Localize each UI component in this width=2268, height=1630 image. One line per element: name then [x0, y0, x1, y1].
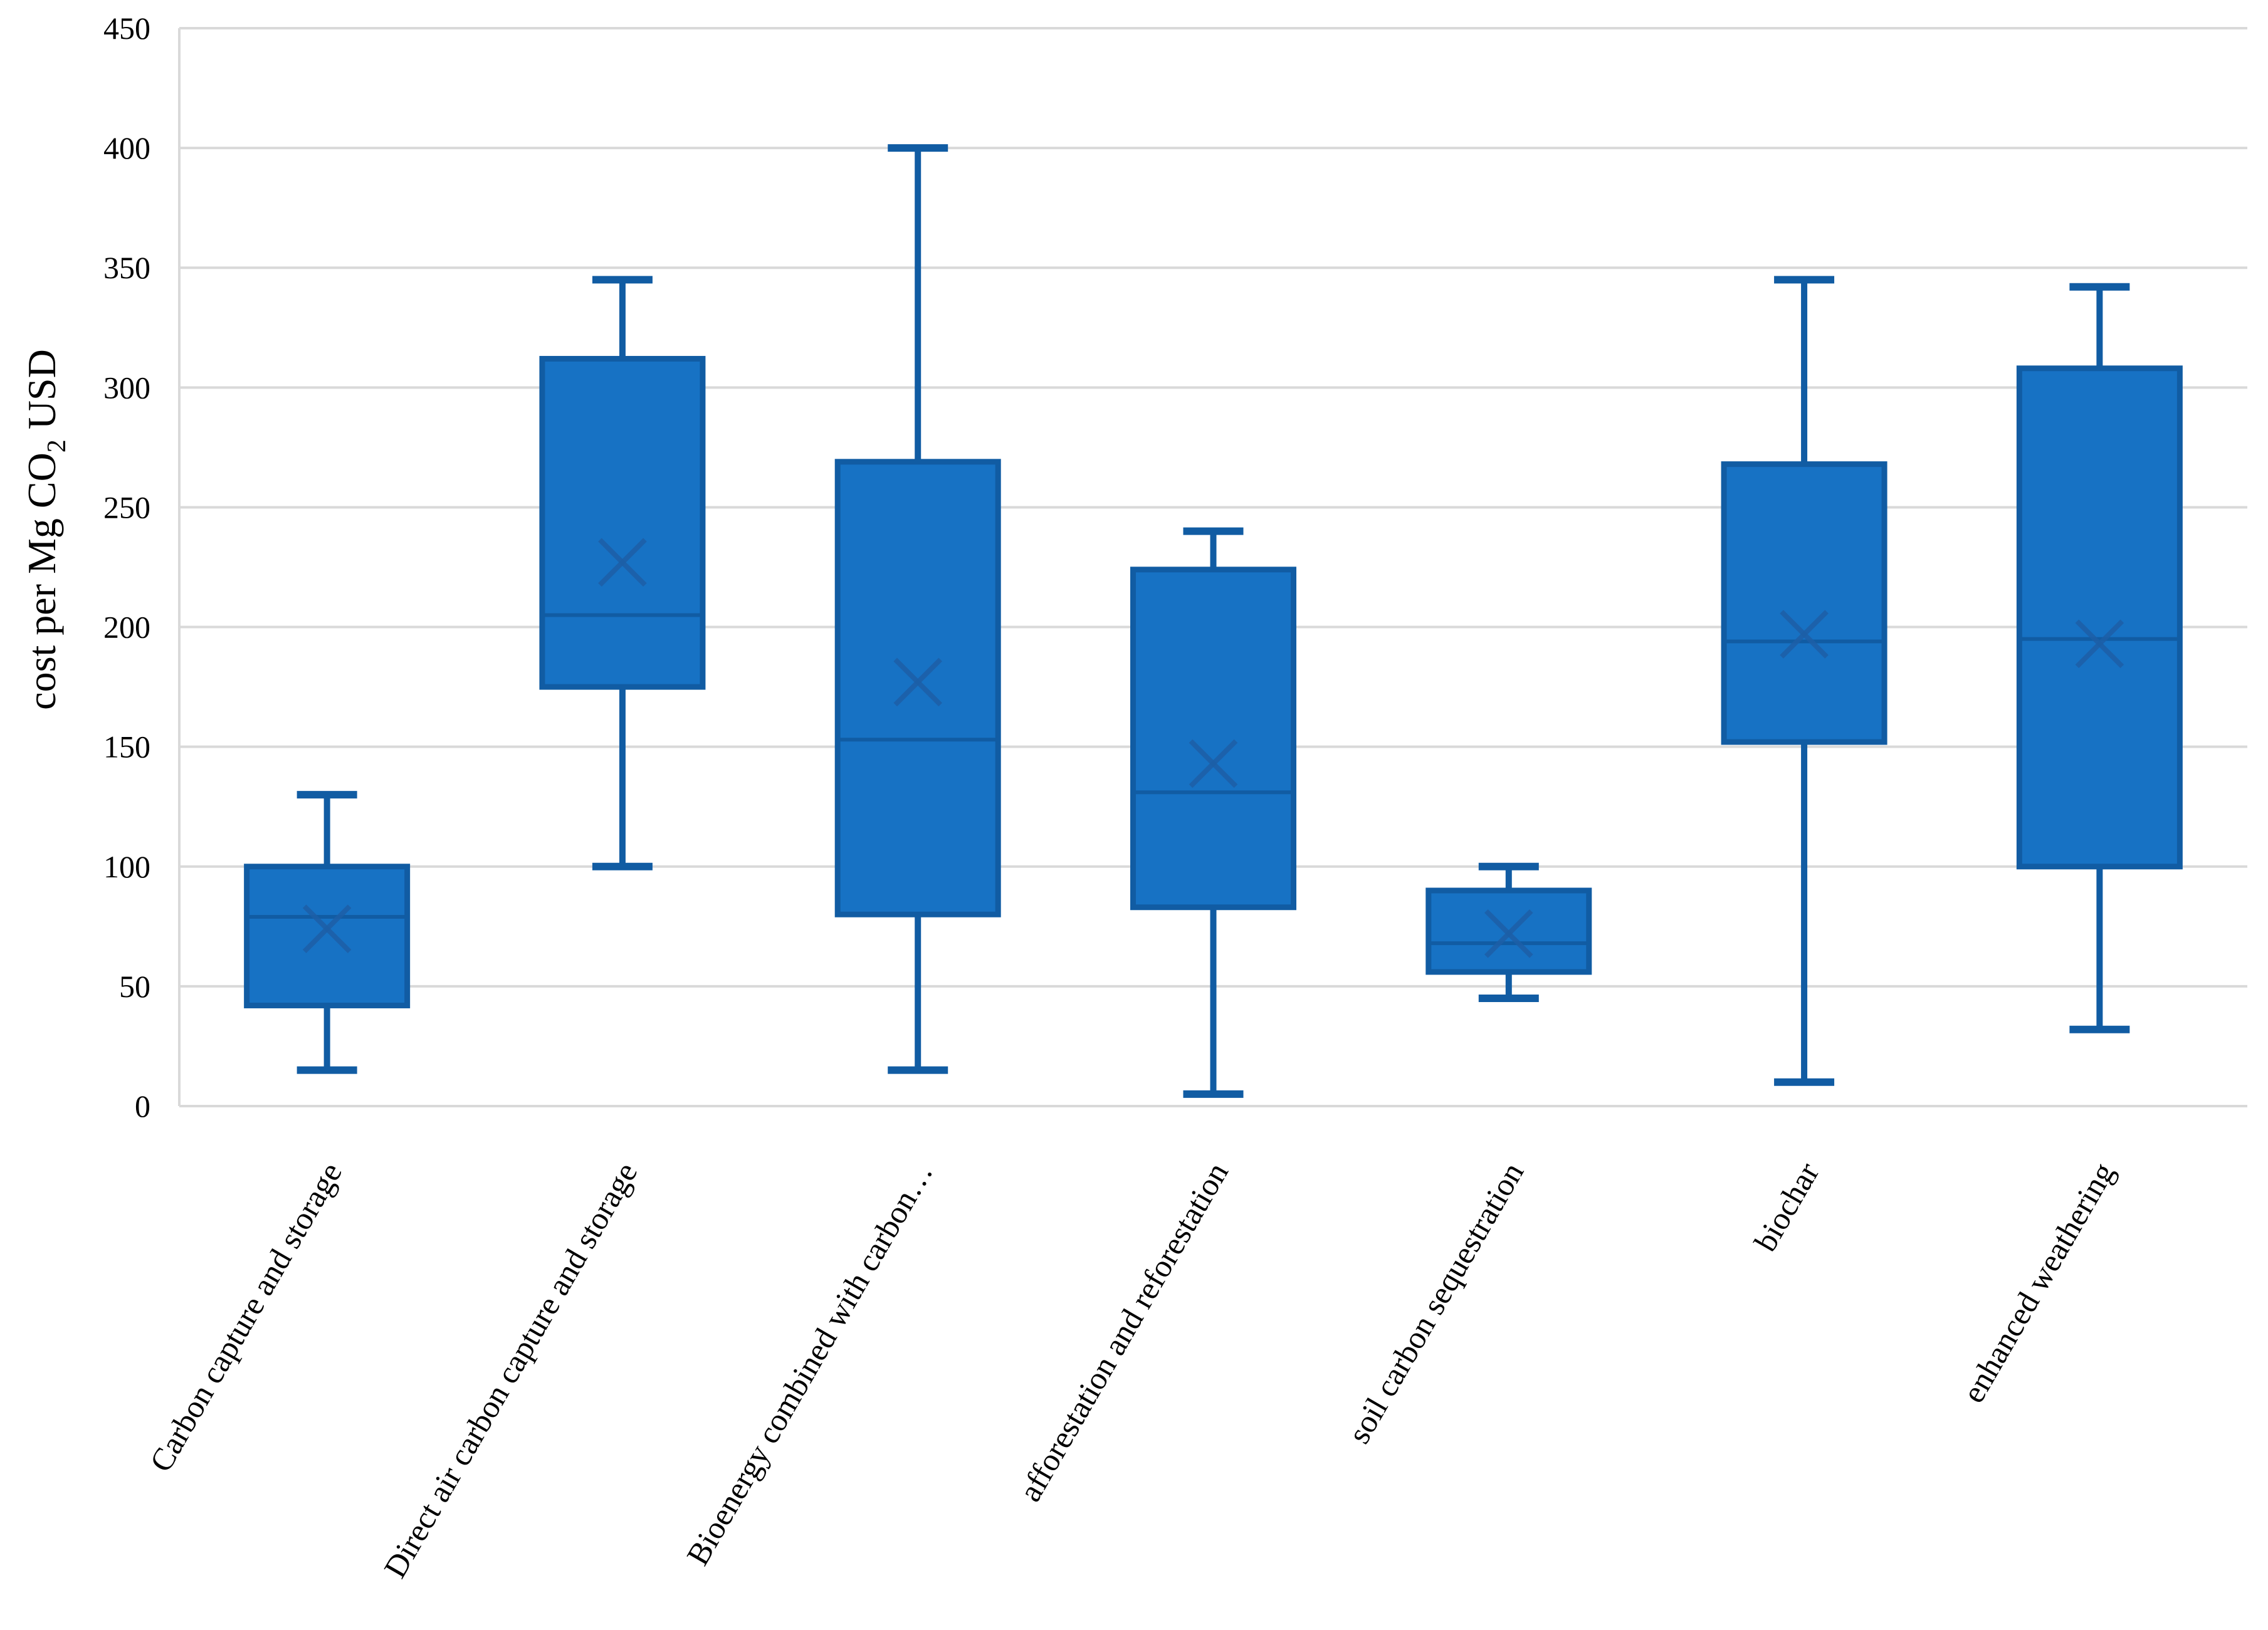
y-axis-tick-label: 450 [103, 11, 150, 46]
mean-x-marker [1189, 739, 1238, 788]
x-axis-category-label: soil carbon sequestration [1341, 1157, 1531, 1450]
iqr-box [2016, 365, 2183, 870]
iqr-box [1721, 461, 1887, 745]
x-axis-category-label: Carbon capture and storage [144, 1157, 349, 1478]
x-axis-category-label: Bioenergy combined with carbon… [680, 1157, 940, 1571]
mean-x-marker [302, 904, 352, 953]
x-axis-category-labels-group: Carbon capture and storage Direct air car… [144, 1157, 2122, 1584]
mean-x-marker [1780, 610, 1829, 659]
x-axis-category-label: enhanced weathering [1956, 1157, 2121, 1409]
y-axis-tick-label: 350 [103, 250, 150, 285]
y-axis-tick-label: 50 [119, 969, 150, 1004]
y-axis-tick-label: 300 [103, 370, 150, 405]
box-plot-item [834, 144, 1001, 1074]
box-plot-item [539, 276, 706, 870]
y-axis-tick-label: 100 [103, 849, 150, 884]
y-axis-tick-label: 400 [103, 130, 150, 165]
y-axis-title-group: cost per Mg CO2 USD [19, 349, 71, 710]
box-plot-item [2016, 283, 2183, 1033]
iqr-box [539, 355, 706, 690]
box-plot-item [1130, 527, 1296, 1098]
box-plot-item [1721, 276, 1887, 1086]
box-plot-item [1425, 862, 1592, 1002]
iqr-box [834, 459, 1001, 917]
box-series-group [244, 144, 2183, 1098]
y-axis-title: cost per Mg CO2 USD [19, 349, 71, 710]
y-axis-tick-labels-group: 0 50 100 150 200 250 300 350 400 450 [103, 11, 150, 1124]
box-plot-item [244, 791, 411, 1074]
y-axis-tick-label: 150 [103, 729, 150, 765]
y-axis-tick-label: 200 [103, 610, 150, 645]
mean-x-marker [598, 538, 647, 587]
iqr-box [244, 864, 411, 1008]
mean-x-marker [893, 657, 943, 707]
mean-x-marker [2075, 619, 2124, 669]
x-axis-category-label: biochar [1748, 1157, 1826, 1257]
x-axis-category-label: afforestation and reforestation [1013, 1157, 1236, 1507]
mean-x-marker [1484, 909, 1533, 958]
y-axis-tick-label: 0 [135, 1089, 150, 1124]
x-axis-category-label: Direct air carbon capture and storage [377, 1157, 644, 1584]
y-axis-tick-label: 250 [103, 489, 150, 525]
iqr-box [1130, 567, 1296, 911]
